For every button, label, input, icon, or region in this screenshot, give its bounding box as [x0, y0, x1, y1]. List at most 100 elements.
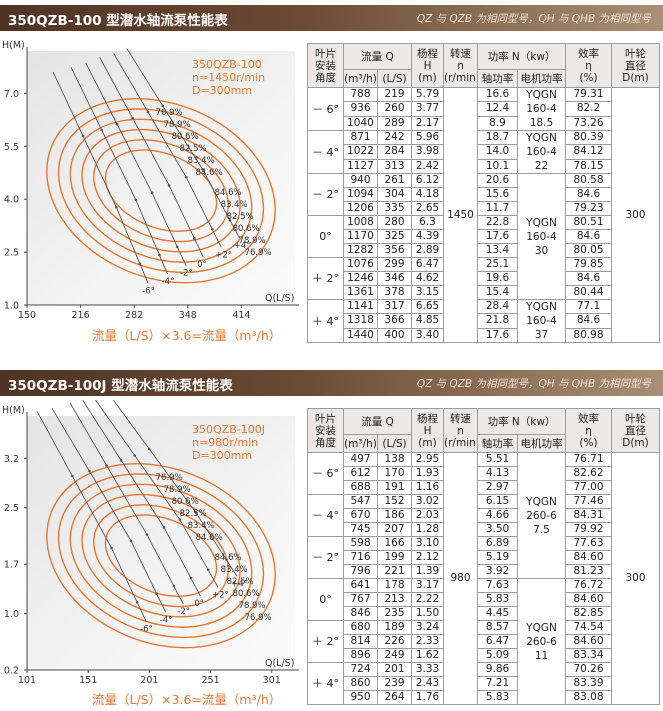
head-cell: 1.28: [411, 522, 445, 537]
efficiency-label: 84.6%: [215, 188, 242, 198]
chart-legend-line: n=980r/min: [192, 436, 258, 449]
blade-angle-cell: 0°: [307, 578, 344, 621]
flow-ls-cell: 166: [376, 536, 413, 551]
table-header-row: 叶片 安装 角度 流量 Q 杨程 H (m) 转速 n (r/min) 功率 N（kw） 效率 η (%)…: [307, 408, 661, 453]
flow-ls-cell: 289: [376, 115, 413, 132]
efficiency-contour: [46, 463, 276, 649]
head-cell: 2.42: [411, 158, 445, 175]
flow-ls-cell: 325: [376, 229, 413, 244]
table-row: 745 207 1.28 3.50 79.92: [308, 522, 660, 537]
flow-m3h-cell: 745: [343, 522, 378, 537]
table-row: 1094 304 4.18 15.6 84.6: [308, 187, 660, 202]
flow-ls-cell: 219: [376, 86, 413, 103]
efficiency-cell: 73.26: [565, 115, 613, 132]
efficiency-label: 80.6%: [172, 132, 199, 142]
y-tick-label: 4.0: [4, 195, 19, 206]
table-row: 1282 356 2.89 13.4 80.05: [308, 243, 660, 258]
header-flow-m3h: (m³/h): [343, 434, 378, 453]
head-cell: 6.47: [411, 257, 445, 272]
efficiency-label: 83.4%: [221, 200, 248, 210]
efficiency-label: 82.5%: [180, 144, 207, 154]
efficiency-cell: 80.98: [565, 327, 613, 344]
efficiency-contour: [57, 108, 265, 274]
flow-m3h-cell: 1040: [343, 115, 378, 132]
flow-ls-cell: 189: [376, 620, 413, 635]
head-cell: 2.95: [411, 452, 445, 467]
blade-angle-label: +4°: [234, 241, 251, 251]
table-row: － 2° 598 166 3.10 6.89 77.63: [307, 536, 660, 579]
shaft-power-cell: 13.4: [477, 243, 519, 258]
table-row: 796 221 1.39 3.92 81.23: [308, 564, 660, 579]
hq-data-point: [167, 184, 171, 187]
head-cell: 5.96: [411, 129, 445, 146]
table-row: 0° 641 178 3.17 7.63 YQGN 260-6 11 76.72: [307, 578, 660, 705]
head-cell: 2.03: [411, 508, 445, 523]
efficiency-cell: 82.2: [565, 101, 613, 117]
header-flow: 流量 Q: [342, 43, 413, 70]
shaft-power-cell: 22.8: [477, 215, 519, 230]
efficiency-cell: 77.46: [565, 494, 613, 509]
hq-data-point: [115, 123, 119, 126]
shaft-power-cell: 5.83: [477, 592, 519, 607]
table-row: ＋ 4° 724 201 3.33 9.86 70.26: [307, 662, 660, 705]
efficiency-cell: 76.72: [565, 578, 613, 593]
table-header-row: (m³/h) (L/S) 轴功率 电机功率: [308, 69, 660, 88]
efficiency-label: 78.9%: [239, 236, 266, 246]
hq-data-point: [192, 237, 196, 240]
efficiency-cell: 83.08: [565, 690, 613, 705]
flow-m3h-cell: 1170: [343, 229, 378, 244]
flow-ls-cell: 261: [376, 173, 413, 188]
efficiency-contour: [69, 118, 253, 263]
header-blade-angle: 叶片 安装 角度: [307, 43, 344, 88]
efficiency-cell: 79.85: [565, 257, 613, 272]
head-cell: 1.39: [411, 564, 445, 579]
header-power: 功率 N（kw）: [477, 43, 567, 70]
header-shaft-power: 轴功率: [477, 69, 519, 88]
efficiency-label: 83.4%: [188, 156, 215, 166]
efficiency-label: 83.4%: [221, 565, 248, 575]
hq-data-point: [150, 191, 154, 195]
table-header-row: 叶片 安装 角度 流量 Q 杨程 H (m) 转速 n (r/min) 功率 N（kw） 效率 η (%)…: [307, 43, 661, 88]
shaft-power-cell: 4.66: [477, 508, 519, 523]
flow-ls-cell: 378: [376, 285, 413, 300]
table-row: ＋ 2° 1076 299 6.47 25.1 79.85: [307, 257, 660, 300]
chart-legend-line: 350QZB-100J: [192, 423, 265, 436]
y-tick-label: 5.5: [4, 142, 19, 153]
flow-ls-cell: 186: [376, 508, 413, 523]
head-cell: 3.15: [411, 285, 445, 300]
flow-m3h-cell: 670: [343, 508, 378, 523]
blade-angle-label: +2°: [212, 590, 229, 600]
flow-m3h-cell: 896: [343, 648, 378, 663]
header-speed: 转速 n (r/min): [443, 408, 479, 453]
efficiency-cell: 80.44: [565, 285, 613, 300]
efficiency-cell: 79.31: [565, 86, 613, 103]
section-title: 350QZB-100 型潜水轴流泵性能表: [8, 13, 228, 29]
efficiency-label: 83.4%: [188, 521, 215, 531]
flow-conversion-caption: 流量（L/S）×3.6=流量（m³/h）: [92, 328, 282, 343]
table-row: 767 213 2.22 5.83 84.60: [308, 592, 660, 607]
shaft-power-cell: 15.6: [477, 187, 519, 202]
x-tick-label: 101: [18, 675, 36, 686]
hq-data-point: [115, 205, 118, 209]
shaft-power-cell: 21.8: [477, 313, 519, 329]
shaft-power-cell: 10.1: [477, 158, 519, 175]
shaft-power-cell: 16.6: [477, 86, 519, 103]
section-header: 350QZB-100J 型潜水轴流泵性能表 QZ 与 QZB 为相同型号，QH …: [0, 370, 663, 396]
flow-ls-cell: 317: [376, 298, 413, 315]
flow-ls-cell: 221: [376, 564, 413, 579]
blade-angle-label: -4°: [162, 277, 175, 287]
table-row: 950 264 1.76 5.83 83.08: [308, 690, 660, 705]
hq-data-point: [110, 546, 113, 550]
shaft-power-cell: 19.6: [477, 271, 519, 286]
table-row: － 6° 497 138 2.95 980 5.51 YQGN 260-6 7.5 76.71 30…: [307, 452, 661, 705]
flow-ls-cell: 152: [376, 494, 413, 509]
flow-ls-cell: 226: [376, 634, 413, 649]
efficiency-label: 82.5%: [227, 577, 254, 587]
efficiency-cell: 84.6: [565, 229, 613, 244]
hq-data-point: [201, 167, 204, 171]
head-cell: 4.62: [411, 271, 445, 286]
table-row: 612 170 1.93 4.13 82.62: [308, 466, 660, 481]
hq-data-point: [81, 134, 85, 138]
chart-legend-line: D=300mm: [192, 449, 252, 462]
header-motor-power: 电机功率: [517, 69, 567, 88]
